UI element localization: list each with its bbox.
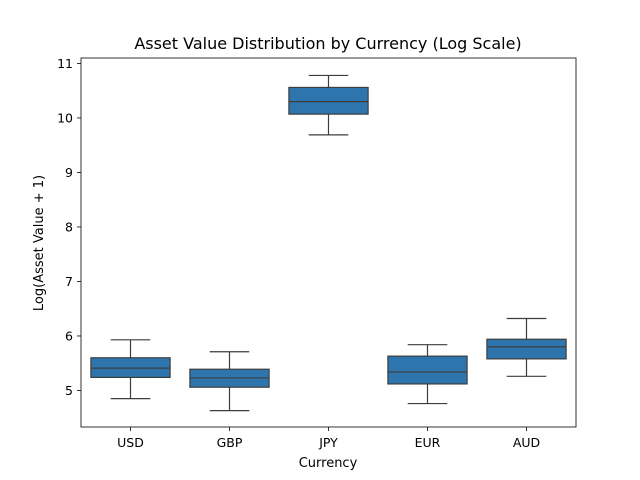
y-tick-label-6: 6 (65, 328, 73, 343)
box-eur (387, 355, 468, 385)
y-tick-label-7: 7 (65, 274, 73, 289)
y-tick-label-5: 5 (65, 383, 73, 398)
y-tick-label-11: 11 (57, 56, 73, 71)
y-tick-label-10: 10 (57, 110, 73, 125)
y-axis-label: Log(Asset Value + 1) (32, 175, 47, 311)
box-aud (486, 338, 567, 360)
box-jpy (288, 86, 369, 115)
x-tick-label-eur: EUR (415, 435, 441, 450)
x-axis-label: Currency (299, 456, 358, 471)
y-tick-label-8: 8 (65, 219, 73, 234)
x-tick-label-jpy: JPY (318, 435, 338, 450)
y-tick-label-9: 9 (65, 165, 73, 180)
x-tick-label-usd: USD (117, 435, 144, 450)
chart-title: Asset Value Distribution by Currency (Lo… (134, 34, 521, 53)
x-tick-label-aud: AUD (513, 435, 540, 450)
plot-area: 5 6 7 8 9 10 11 USD GBP JPY EUR AUD (57, 56, 577, 450)
x-tick-label-gbp: GBP (217, 435, 243, 450)
